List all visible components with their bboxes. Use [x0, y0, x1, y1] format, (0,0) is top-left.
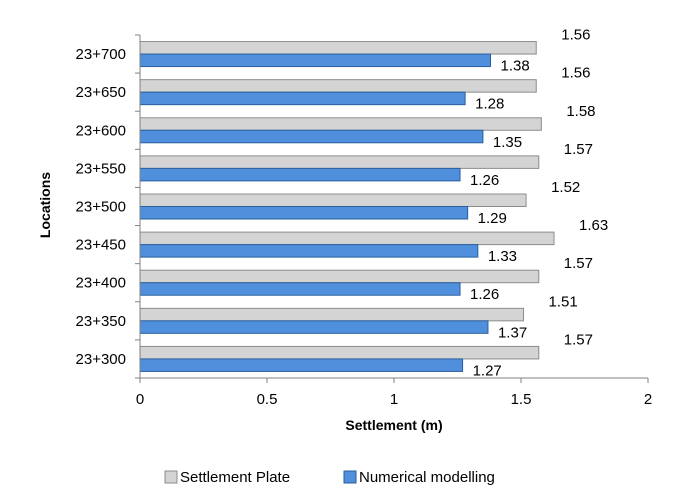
y-tick-label-23+700: 23+700: [76, 46, 126, 63]
y-tick-label-23+400: 23+400: [76, 275, 126, 292]
data-label-settlement-plate-23+350: 1.51: [549, 293, 578, 310]
bar-settlement-plate-23+400: [139, 269, 540, 284]
data-label-numerical-modelling-23+400: 1.26: [470, 286, 499, 303]
bars-layer: [139, 41, 555, 372]
data-label-settlement-plate-23+700: 1.56: [561, 27, 590, 44]
data-label-numerical-modelling-23+650: 1.28: [475, 96, 504, 113]
bar-numerical-modelling-23+400: [139, 282, 461, 296]
data-label-numerical-modelling-23+700: 1.38: [501, 58, 530, 75]
y-tick-label-23+350: 23+350: [76, 313, 126, 330]
bar-numerical-modelling-23+350: [139, 320, 489, 334]
legend-label-settlement-plate: Settlement Plate: [180, 469, 290, 486]
data-label-numerical-modelling-23+450: 1.33: [488, 248, 517, 265]
bar-numerical-modelling-23+450: [139, 244, 479, 258]
bar-numerical-modelling-23+700: [139, 53, 492, 68]
bar-numerical-modelling-23+500: [139, 206, 469, 220]
legend-swatch-settlement-plate: [164, 470, 178, 484]
legend: Settlement Plate Numerical modelling: [164, 469, 495, 486]
bar-numerical-modelling-23+650: [139, 91, 466, 106]
y-tick-label-23+300: 23+300: [76, 351, 126, 368]
y-tick-label-23+600: 23+600: [76, 122, 126, 139]
bar-numerical-modelling-23+300: [139, 358, 464, 372]
x-tick-label-1.5: 1.5: [511, 391, 532, 408]
bar-settlement-plate-23+650: [139, 79, 537, 93]
y-tick-label-23+500: 23+500: [76, 199, 126, 216]
data-label-settlement-plate-23+400: 1.57: [564, 255, 593, 272]
data-label-settlement-plate-23+450: 1.63: [579, 217, 608, 234]
data-label-numerical-modelling-23+300: 1.27: [473, 362, 502, 379]
data-label-settlement-plate-23+300: 1.57: [564, 331, 593, 348]
bar-numerical-modelling-23+550: [139, 167, 461, 182]
legend-label-numerical-modelling: Numerical modelling: [359, 469, 495, 486]
bar-settlement-plate-23+300: [139, 345, 540, 360]
legend-swatch-numerical-modelling: [343, 470, 357, 484]
data-label-settlement-plate-23+600: 1.58: [566, 103, 595, 120]
bar-settlement-plate-23+450: [139, 231, 555, 246]
x-axis-title: Settlement (m): [345, 417, 442, 433]
data-label-numerical-modelling-23+600: 1.35: [493, 134, 522, 151]
data-label-numerical-modelling-23+350: 1.37: [498, 324, 527, 341]
y-axis-title: Locations: [37, 172, 53, 238]
data-label-settlement-plate-23+550: 1.57: [564, 141, 593, 158]
data-label-numerical-modelling-23+550: 1.26: [470, 172, 499, 189]
labels-layer: 1.56 1.38 23+700 1.56 1.28 23+650 1.58 1.35 23+6…: [76, 27, 653, 408]
x-tick-label-2: 2: [644, 391, 652, 408]
data-label-settlement-plate-23+650: 1.56: [561, 65, 590, 82]
bar-settlement-plate-23+350: [139, 307, 525, 322]
data-label-numerical-modelling-23+500: 1.29: [478, 210, 507, 227]
bar-settlement-plate-23+500: [139, 193, 527, 207]
bar-settlement-plate-23+700: [139, 41, 537, 55]
bar-settlement-plate-23+600: [139, 117, 542, 131]
y-tick-label-23+650: 23+650: [76, 84, 126, 101]
data-label-settlement-plate-23+500: 1.52: [551, 179, 580, 196]
bar-settlement-plate-23+550: [139, 155, 540, 169]
bar-numerical-modelling-23+600: [139, 129, 484, 144]
y-tick-label-23+550: 23+550: [76, 160, 126, 177]
x-tick-label-0: 0: [136, 391, 144, 408]
x-tick-label-1: 1: [390, 391, 398, 408]
y-tick-label-23+450: 23+450: [76, 237, 126, 254]
x-tick-label-0.5: 0.5: [257, 391, 278, 408]
axes-layer: [135, 34, 649, 383]
